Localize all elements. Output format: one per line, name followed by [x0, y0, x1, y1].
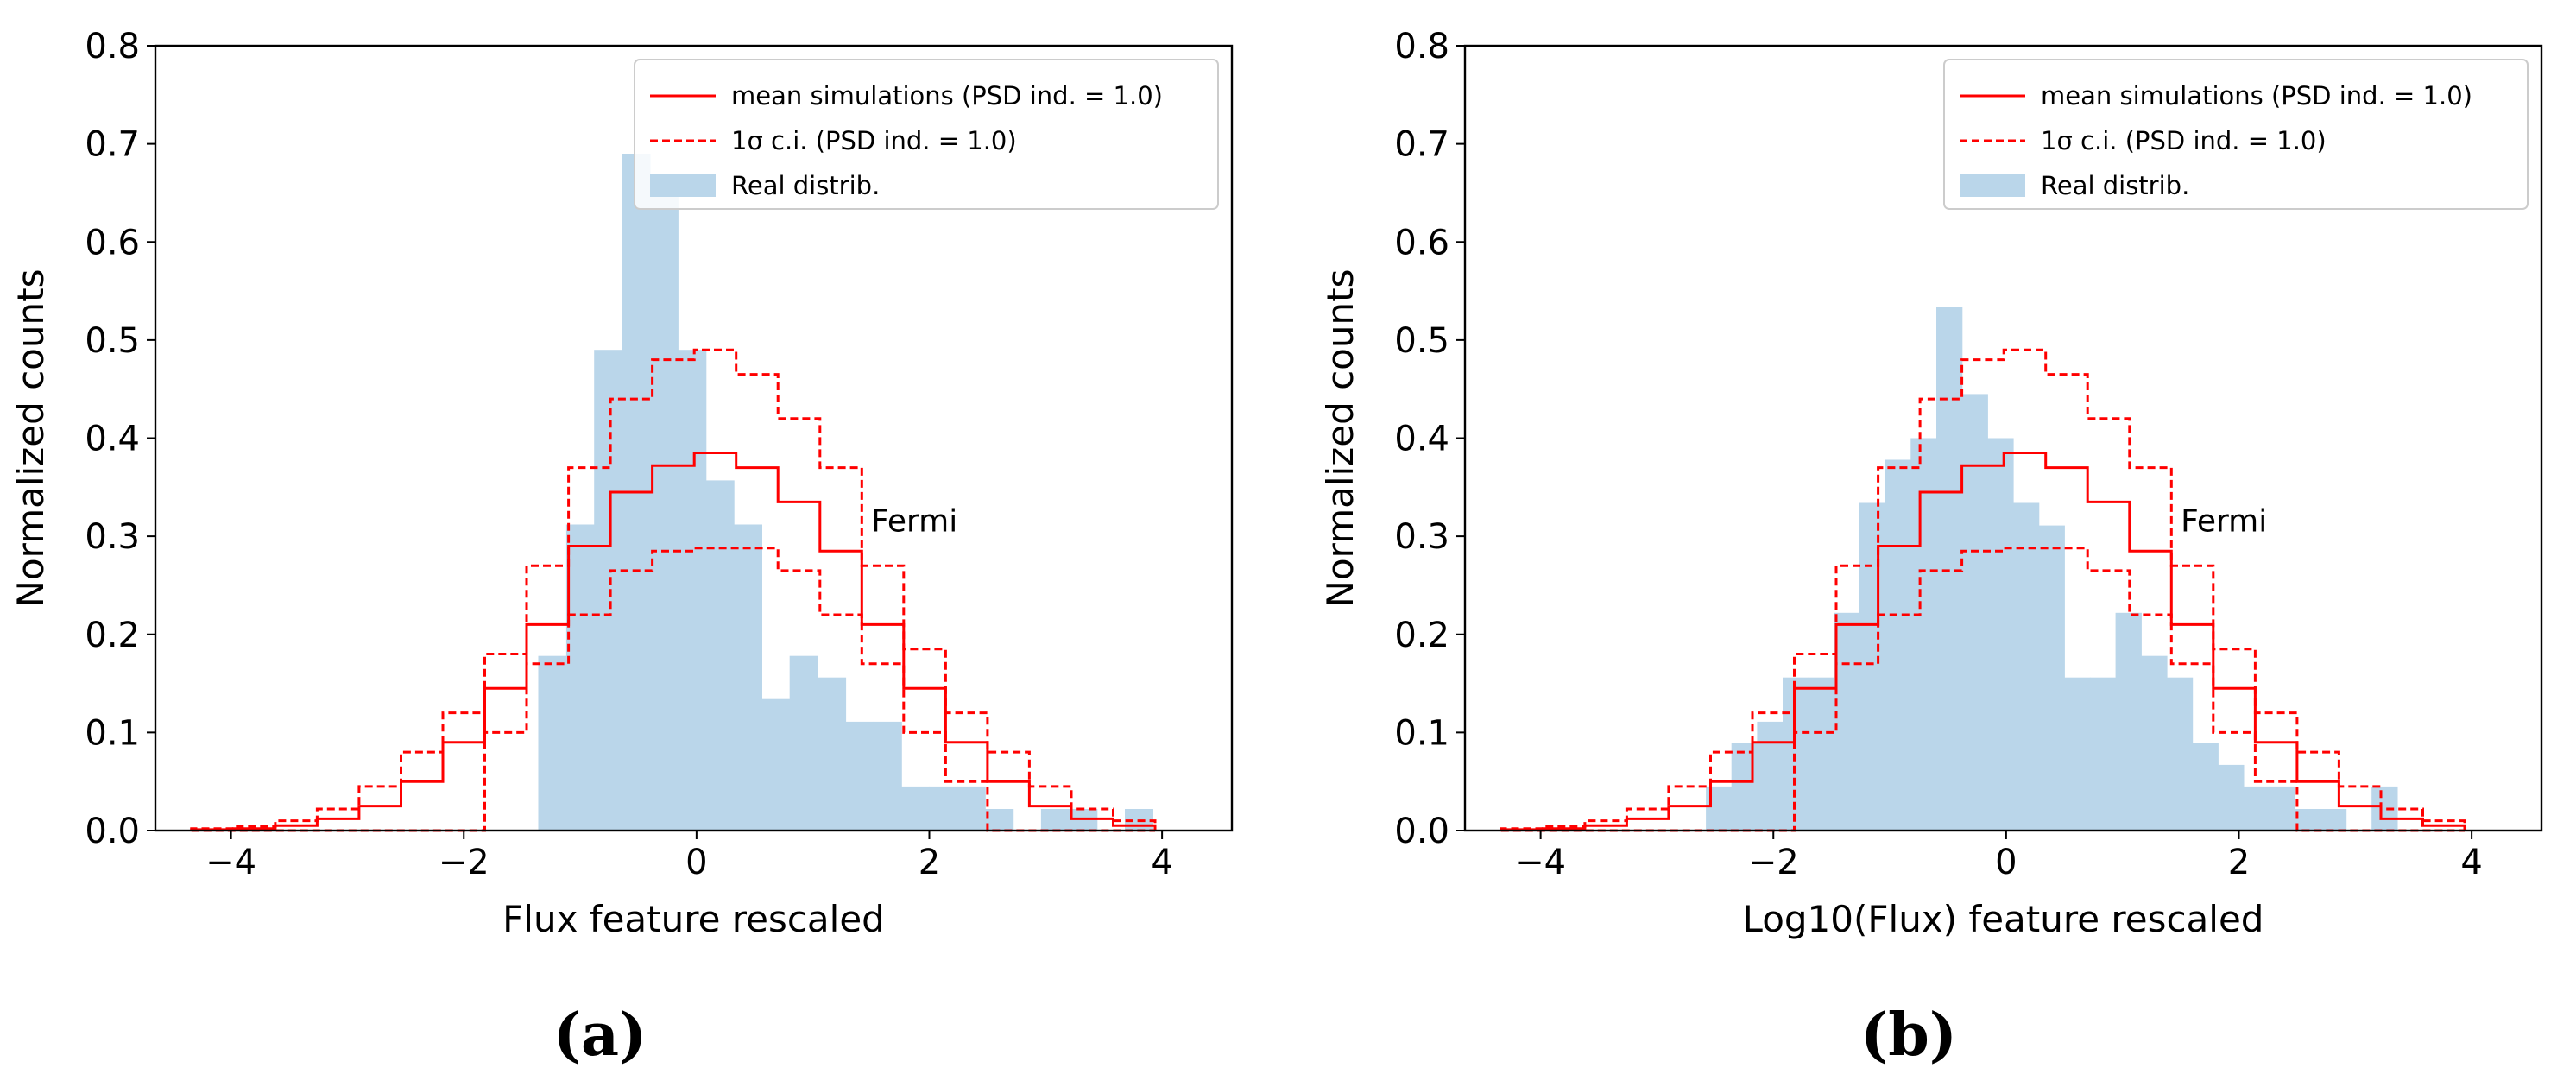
- legend-label: mean simulations (PSD ind. = 1.0): [731, 81, 1163, 111]
- y-tick-label: 0.5: [85, 321, 140, 361]
- y-tick-label: 0.8: [1394, 27, 1449, 66]
- histogram-bar: [2218, 764, 2245, 831]
- histogram-bar: [2295, 809, 2321, 831]
- histogram-bar: [1961, 394, 1988, 831]
- legend-label: Real distrib.: [2041, 171, 2189, 200]
- mean-simulations-line: [190, 452, 1157, 831]
- histogram-bar: [2166, 677, 2194, 831]
- histogram-bar: [985, 809, 1014, 831]
- legend-label: mean simulations (PSD ind. = 1.0): [2041, 81, 2472, 111]
- histogram-bar: [957, 786, 986, 831]
- histogram-bar: [1808, 677, 1834, 831]
- histogram-bar: [818, 677, 847, 831]
- y-tick-label: 0.3: [1394, 517, 1449, 557]
- legend: mean simulations (PSD ind. = 1.0) 1σ c.i.…: [1943, 59, 2529, 210]
- y-tick-label: 0.7: [85, 125, 140, 165]
- y-tick-label: 0.5: [1394, 321, 1449, 361]
- histogram-bar: [1757, 721, 1784, 831]
- histogram-bar: [565, 524, 595, 831]
- histogram-bar: [1987, 438, 2014, 831]
- x-tick-label: −2: [1748, 843, 1799, 882]
- histogram-bar: [2064, 677, 2091, 831]
- legend-label: 1σ c.i. (PSD ind. = 1.0): [2041, 126, 2327, 155]
- y-tick-label: 0.2: [85, 616, 140, 655]
- y-tick-label: 0.0: [85, 812, 140, 851]
- histogram-bar: [873, 721, 902, 831]
- ci-upper-line: [190, 348, 1157, 831]
- y-tick-label: 0.6: [1394, 223, 1449, 262]
- x-tick-label: 4: [2460, 843, 2482, 882]
- histogram-bar: [2013, 502, 2040, 831]
- y-tick-label: 0.0: [1394, 812, 1449, 851]
- histogram-bar: [2141, 655, 2168, 831]
- fermi-annotation: Fermi: [871, 503, 957, 539]
- histogram-bar: [594, 350, 623, 831]
- histogram-bar: [1910, 438, 1937, 831]
- fermi-annotation: Fermi: [2181, 503, 2267, 539]
- histogram-bar: [2192, 743, 2219, 831]
- histogram-bar: [2269, 786, 2295, 831]
- x-tick-label: 4: [1151, 843, 1172, 882]
- real-distrib-bars: [1706, 307, 2398, 831]
- panel-label: (b): [1860, 1001, 1957, 1070]
- y-tick-label: 0.4: [85, 420, 140, 459]
- histogram-bar: [538, 655, 567, 831]
- legend-patch-real: [1960, 174, 2025, 197]
- histogram-bar: [1834, 612, 1860, 831]
- y-tick-label: 0.2: [1394, 616, 1449, 655]
- y-tick-label: 0.3: [85, 517, 140, 557]
- x-tick-label: −4: [205, 843, 256, 882]
- histogram-bar: [2115, 612, 2142, 831]
- legend-box: [634, 59, 1219, 210]
- y-axis-label: Normalized counts: [1319, 269, 1361, 608]
- histogram-bar: [2320, 809, 2347, 831]
- legend-label: 1σ c.i. (PSD ind. = 1.0): [731, 126, 1017, 155]
- x-tick-label: 2: [2228, 843, 2250, 882]
- panel-b: −4 −2 0 2 4 0.0 0.1 0.2 0.3 0.4 0.5 0.6 0.7 0.8 Log10(…: [1319, 27, 2543, 1070]
- histogram-bar: [705, 480, 735, 831]
- histogram-bar: [1936, 307, 1963, 831]
- y-tick-label: 0.1: [85, 713, 140, 753]
- legend-patch-real: [650, 174, 716, 197]
- histogram-bar: [734, 524, 762, 831]
- legend: mean simulations (PSD ind. = 1.0) 1σ c.i.…: [634, 59, 1219, 210]
- panel-a: −4 −2 0 2 4 0.0 0.1 0.2 0.3 0.4 0.5 0.6 0.7 0.8 Flux f…: [9, 27, 1234, 1070]
- histogram-bar: [2243, 786, 2270, 831]
- histogram-bar: [2089, 677, 2117, 831]
- histogram-bar: [929, 786, 958, 831]
- histogram-bar: [901, 786, 931, 831]
- y-tick-label: 0.1: [1394, 713, 1449, 753]
- histogram-bar: [761, 698, 791, 831]
- histogram-bar: [678, 350, 707, 831]
- histogram-bar: [1040, 809, 1070, 831]
- legend-label: Real distrib.: [731, 171, 880, 200]
- ci-upper-line: [1500, 348, 2466, 831]
- histogram-bar: [845, 721, 874, 831]
- x-tick-label: −2: [439, 843, 489, 882]
- x-axis-label: Flux feature rescaled: [502, 898, 885, 940]
- histogram-bar: [1885, 459, 1911, 831]
- x-tick-label: 2: [919, 843, 940, 882]
- mean-simulations-line: [1500, 452, 2466, 831]
- histogram-bar: [1859, 502, 1886, 831]
- y-tick-label: 0.8: [85, 27, 140, 66]
- x-tick-label: 0: [1995, 843, 2017, 882]
- x-tick-label: −4: [1515, 843, 1566, 882]
- legend-box: [1943, 59, 2529, 210]
- real-distrib-bars: [538, 154, 1153, 831]
- x-axis-label: Log10(Flux) feature rescaled: [1743, 898, 2264, 940]
- histogram-bar: [2038, 525, 2065, 831]
- y-tick-label: 0.7: [1394, 125, 1449, 165]
- histogram-bar: [649, 175, 679, 831]
- y-tick-label: 0.6: [85, 223, 140, 262]
- histogram-bar: [1783, 677, 1809, 831]
- panel-label: (a): [553, 1001, 647, 1070]
- x-tick-label: 0: [685, 843, 707, 882]
- y-axis-label: Normalized counts: [9, 269, 52, 608]
- y-tick-label: 0.4: [1394, 420, 1449, 459]
- histogram-bar: [789, 655, 818, 831]
